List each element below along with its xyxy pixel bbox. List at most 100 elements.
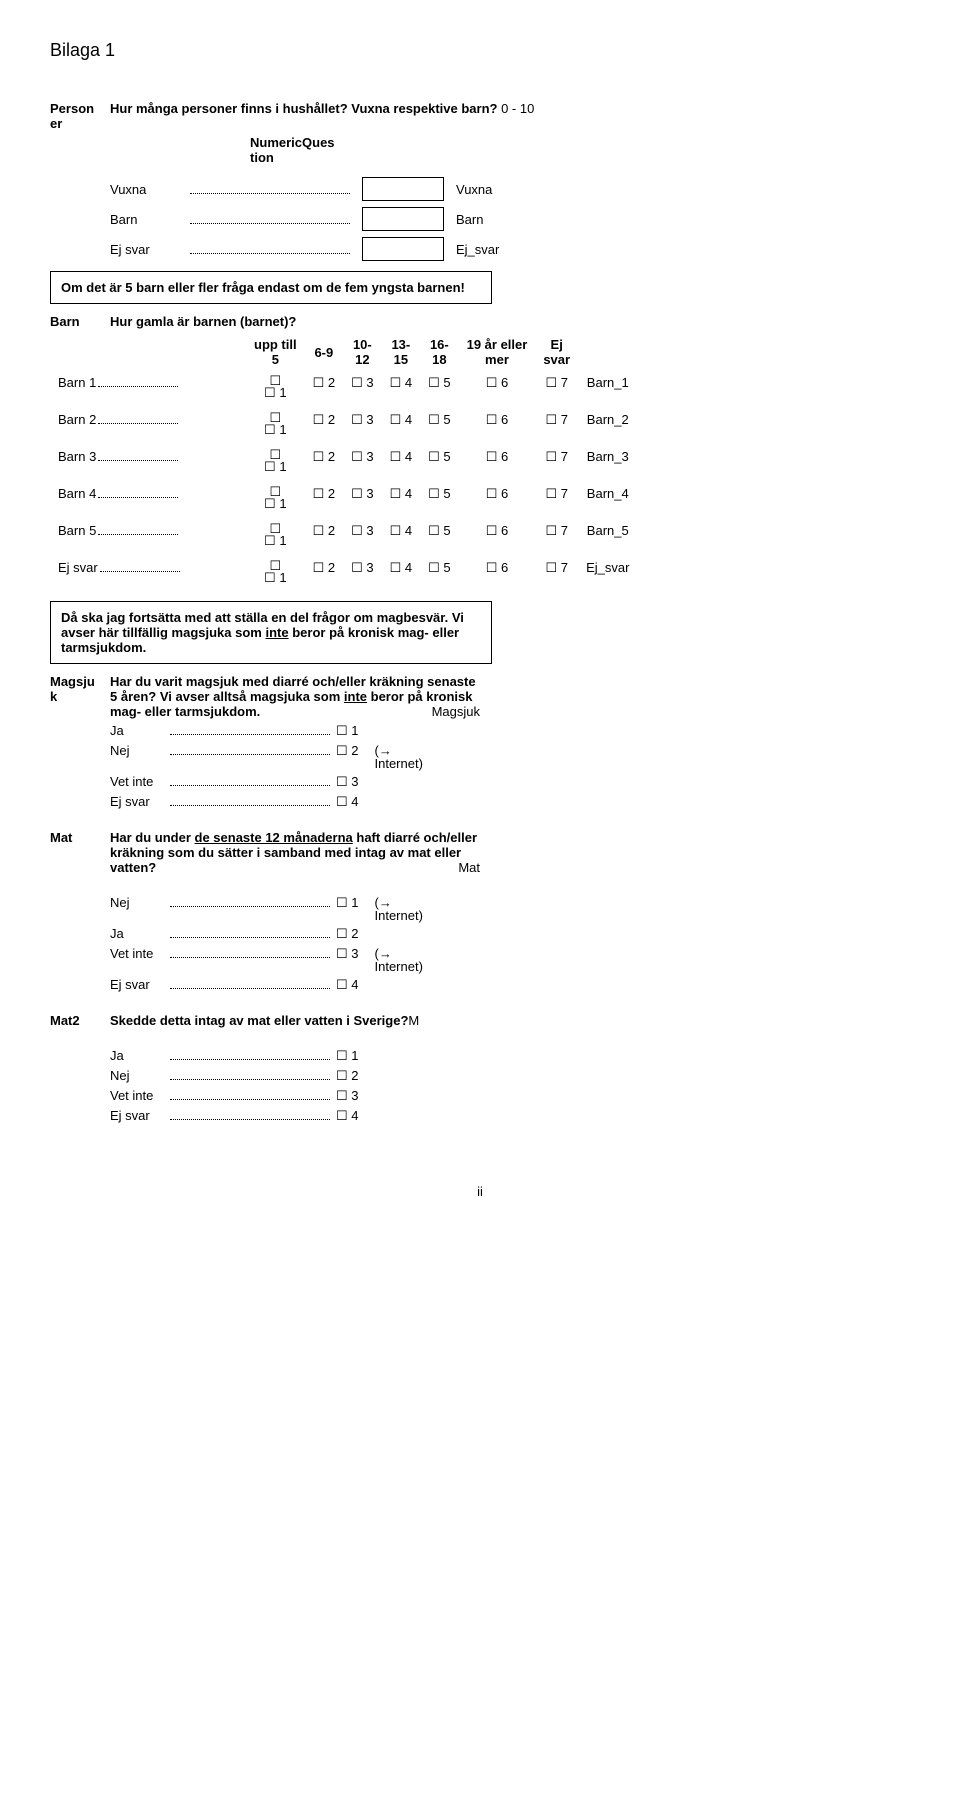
- answer-checkbox[interactable]: ☐ 4: [336, 977, 359, 993]
- age-row-label: Barn 5: [50, 517, 246, 554]
- q-code-personer: Person er: [50, 101, 110, 131]
- age-checkbox-cell[interactable]: ☐ 6: [459, 406, 536, 443]
- age-checkbox-cell[interactable]: ☐ 3: [343, 517, 382, 554]
- age-checkbox-cell[interactable]: ☐ 6: [459, 443, 536, 480]
- age-row-code: Barn_5: [578, 517, 637, 554]
- age-checkbox-cell[interactable]: ☐ 3: [343, 443, 382, 480]
- appendix-title: Bilaga 1: [50, 40, 910, 61]
- dotted-leader: [170, 897, 330, 907]
- answer-label: Vet inte: [110, 946, 170, 961]
- age-row-label: Ej svar: [50, 554, 246, 591]
- age-table-row: Barn 4☐☐ 1☐ 2☐ 3☐ 4☐ 5☐ 6☐ 7Barn_4: [50, 480, 637, 517]
- age-checkbox-cell[interactable]: ☐☐ 1: [246, 554, 305, 591]
- answer-label: Nej: [110, 895, 170, 910]
- answer-row: Nej ☐ 1 (→Internet): [110, 895, 910, 922]
- age-checkbox-cell[interactable]: ☐ 5: [420, 554, 459, 591]
- answer-checkbox[interactable]: ☐ 3: [336, 1088, 359, 1104]
- age-checkbox-cell[interactable]: ☐ 3: [343, 406, 382, 443]
- age-checkbox-cell[interactable]: ☐ 2: [305, 517, 344, 554]
- dotted-leader: [190, 213, 350, 224]
- age-checkbox-cell[interactable]: ☐ 7: [535, 443, 578, 480]
- dotted-leader: [170, 745, 330, 755]
- q-question-text: Hur många personer finns i hushållet? Vu…: [110, 101, 497, 116]
- numeric-input[interactable]: [362, 237, 444, 261]
- age-col-header: 13-15: [382, 335, 421, 369]
- age-row-label: Barn 1: [50, 369, 246, 406]
- answer-row: Vet inte☐ 3: [110, 1088, 910, 1104]
- age-checkbox-cell[interactable]: ☐ 2: [305, 443, 344, 480]
- personer-row-label: Vuxna: [110, 182, 190, 197]
- age-checkbox-cell[interactable]: ☐ 4: [382, 406, 421, 443]
- answer-row: Ej svar☐ 4: [110, 794, 910, 810]
- age-col-header: 19 år ellermer: [459, 335, 536, 369]
- mat-underline: de senaste 12 månaderna: [195, 830, 353, 845]
- age-checkbox-cell[interactable]: ☐ 4: [382, 517, 421, 554]
- answer-checkbox[interactable]: ☐ 3: [336, 774, 359, 790]
- age-checkbox-cell[interactable]: ☐ 5: [420, 369, 459, 406]
- answer-checkbox[interactable]: ☐ 1: [336, 1048, 359, 1064]
- magsjuk-right-label: Magsjuk: [432, 704, 480, 719]
- age-checkbox-cell[interactable]: ☐ 2: [305, 369, 344, 406]
- answer-checkbox[interactable]: ☐ 1: [336, 895, 359, 911]
- age-checkbox-cell[interactable]: ☐ 3: [343, 554, 382, 591]
- answer-row: Nej☐ 2(→Internet): [110, 743, 910, 770]
- age-checkbox-cell[interactable]: ☐ 3: [343, 480, 382, 517]
- answer-checkbox[interactable]: ☐ 2: [336, 926, 359, 942]
- dotted-leader: [170, 725, 330, 735]
- question-personer: Person er Hur många personer finns i hus…: [50, 101, 910, 261]
- age-checkbox-cell[interactable]: ☐ 3: [343, 369, 382, 406]
- magsjuk-answers: Ja☐ 1Nej☐ 2(→Internet)Vet inte☐ 3Ej svar…: [110, 723, 910, 810]
- answer-checkbox[interactable]: ☐ 2: [336, 743, 359, 759]
- age-checkbox-cell[interactable]: ☐ 5: [420, 443, 459, 480]
- age-table-row: Barn 1☐☐ 1☐ 2☐ 3☐ 4☐ 5☐ 6☐ 7Barn_1: [50, 369, 637, 406]
- age-checkbox-cell[interactable]: ☐☐ 1: [246, 443, 305, 480]
- age-checkbox-cell[interactable]: ☐ 6: [459, 554, 536, 591]
- age-checkbox-cell[interactable]: ☐ 7: [535, 406, 578, 443]
- age-checkbox-cell[interactable]: ☐ 2: [305, 406, 344, 443]
- dotted-leader: [170, 1090, 330, 1100]
- age-checkbox-cell[interactable]: ☐ 2: [305, 554, 344, 591]
- age-checkbox-cell[interactable]: ☐ 6: [459, 517, 536, 554]
- age-checkbox-cell[interactable]: ☐ 2: [305, 480, 344, 517]
- q-code-mat: Mat: [50, 830, 110, 875]
- age-checkbox-cell[interactable]: ☐ 6: [459, 369, 536, 406]
- age-checkbox-cell[interactable]: ☐ 5: [420, 406, 459, 443]
- personer-row-label: Barn: [110, 212, 190, 227]
- q-text-barn: Hur gamla är barnen (barnet)?: [110, 314, 296, 329]
- answer-row: Ja ☐ 1: [110, 1048, 910, 1064]
- age-checkbox-cell[interactable]: ☐☐ 1: [246, 406, 305, 443]
- age-checkbox-cell[interactable]: ☐ 4: [382, 369, 421, 406]
- age-table-row: Ej svar☐☐ 1☐ 2☐ 3☐ 4☐ 5☐ 6☐ 7Ej_svar: [50, 554, 637, 591]
- answer-checkbox[interactable]: ☐ 4: [336, 1108, 359, 1124]
- personer-row: BarnBarn: [110, 207, 910, 231]
- answer-row: Ej svar☐ 4: [110, 977, 910, 993]
- answer-checkbox[interactable]: ☐ 2: [336, 1068, 359, 1084]
- age-checkbox-cell[interactable]: ☐ 4: [382, 443, 421, 480]
- age-table-row: Barn 2☐☐ 1☐ 2☐ 3☐ 4☐ 5☐ 6☐ 7Barn_2: [50, 406, 637, 443]
- age-checkbox-cell[interactable]: ☐ 5: [420, 480, 459, 517]
- age-checkbox-cell[interactable]: ☐ 6: [459, 480, 536, 517]
- answer-checkbox[interactable]: ☐ 1: [336, 723, 359, 739]
- age-col-header: upp till5: [246, 335, 305, 369]
- age-checkbox-cell[interactable]: ☐☐ 1: [246, 369, 305, 406]
- age-row-label: Barn 4: [50, 480, 246, 517]
- answer-checkbox[interactable]: ☐ 3: [336, 946, 359, 962]
- age-checkbox-cell[interactable]: ☐ 7: [535, 517, 578, 554]
- age-checkbox-cell[interactable]: ☐☐ 1: [246, 517, 305, 554]
- numeric-input[interactable]: [362, 207, 444, 231]
- personer-row: Ej svarEj_svar: [110, 237, 910, 261]
- age-checkbox-cell[interactable]: ☐ 7: [535, 369, 578, 406]
- age-checkbox-cell[interactable]: ☐ 4: [382, 480, 421, 517]
- age-checkbox-cell[interactable]: ☐ 7: [535, 554, 578, 591]
- age-checkbox-cell[interactable]: ☐ 7: [535, 480, 578, 517]
- age-checkbox-cell[interactable]: ☐ 5: [420, 517, 459, 554]
- age-checkbox-cell[interactable]: ☐☐ 1: [246, 480, 305, 517]
- answer-goto: (→Internet): [375, 896, 423, 922]
- age-checkbox-cell[interactable]: ☐ 4: [382, 554, 421, 591]
- personer-row-label: Ej svar: [110, 242, 190, 257]
- dotted-leader: [170, 1070, 330, 1080]
- answer-checkbox[interactable]: ☐ 4: [336, 794, 359, 810]
- answer-label: Ja: [110, 1048, 170, 1063]
- age-col-header: 10-12: [343, 335, 382, 369]
- numeric-input[interactable]: [362, 177, 444, 201]
